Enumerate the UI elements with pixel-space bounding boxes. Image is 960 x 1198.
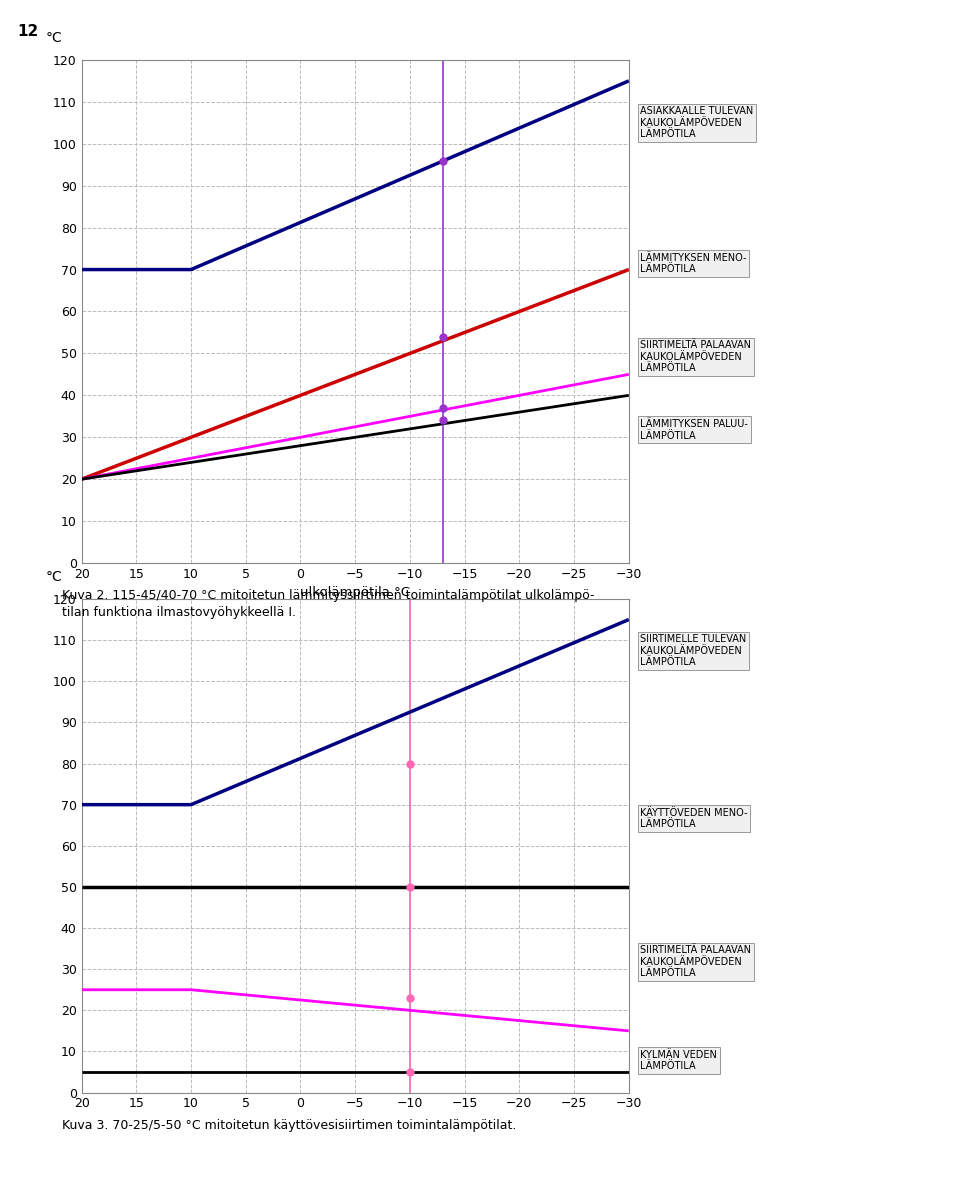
Text: SIIRTIMELLE TULEVAN
KAUKOLÄMPÖVEDEN
LÄMPÖTILA: SIIRTIMELLE TULEVAN KAUKOLÄMPÖVEDEN LÄMP… — [640, 634, 747, 667]
Text: 12: 12 — [17, 24, 38, 40]
Text: KYLMÄN VEDEN
LÄMPÖTILA: KYLMÄN VEDEN LÄMPÖTILA — [640, 1049, 717, 1071]
Text: ASIAKKAALLE TULEVAN
KAUKOLÄMPÖVEDEN
LÄMPÖTILA: ASIAKKAALLE TULEVAN KAUKOLÄMPÖVEDEN LÄMP… — [640, 107, 754, 139]
Text: LÄMMITYKSEN PALUU-
LÄMPÖTILA: LÄMMITYKSEN PALUU- LÄMPÖTILA — [640, 419, 748, 441]
Text: KÄYTTÖVEDEN MENO-
LÄMPÖTILA: KÄYTTÖVEDEN MENO- LÄMPÖTILA — [640, 807, 748, 829]
Text: SIIRTIMELTÄ PALAAVAN
KAUKOLÄMPÖVEDEN
LÄMPÖTILA: SIIRTIMELTÄ PALAAVAN KAUKOLÄMPÖVEDEN LÄM… — [640, 340, 752, 374]
Text: Kuva 2. 115-45/40-70 °C mitoitetun lämmityssiirtimen toimintalämpötilat ulkolämp: Kuva 2. 115-45/40-70 °C mitoitetun lämmi… — [62, 589, 595, 619]
Text: LÄMMITYKSEN MENO-
LÄMPÖTILA: LÄMMITYKSEN MENO- LÄMPÖTILA — [640, 253, 747, 274]
Text: °C: °C — [46, 570, 62, 585]
Text: Kuva 3. 70-25/5-50 °C mitoitetun käyttövesisiirtimen toimintalämpötilat.: Kuva 3. 70-25/5-50 °C mitoitetun käyttöv… — [62, 1119, 516, 1132]
X-axis label: ulkolämpötila °C: ulkolämpötila °C — [300, 587, 410, 599]
Text: °C: °C — [46, 31, 62, 44]
Text: SIIRTIMELTÄ PALAAVAN
KAUKOLÄMPÖVEDEN
LÄMPÖTILA: SIIRTIMELTÄ PALAAVAN KAUKOLÄMPÖVEDEN LÄM… — [640, 945, 752, 979]
